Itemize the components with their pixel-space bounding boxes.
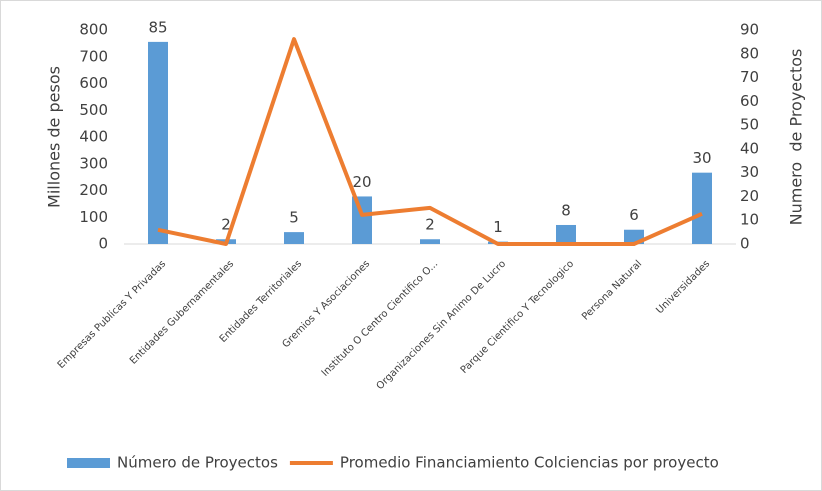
legend-label: Número de Proyectos — [117, 454, 278, 472]
data-label: 30 — [692, 149, 711, 167]
y2-tick-label: 10 — [740, 211, 759, 229]
y2-tick-label: 70 — [740, 68, 759, 86]
bar — [556, 224, 576, 244]
y-tick-label: 300 — [79, 154, 108, 172]
y2-tick-label: 40 — [740, 139, 759, 157]
y-tick-label: 700 — [79, 47, 108, 65]
y-tick-label: 100 — [79, 208, 108, 226]
data-label: 1 — [493, 218, 503, 236]
data-label: 85 — [148, 18, 167, 36]
y-tick-label: 200 — [79, 181, 108, 199]
y-tick-label: 600 — [79, 74, 108, 92]
legend-label: Promedio Financiamiento Colciencias por … — [340, 454, 719, 472]
line — [157, 37, 703, 246]
bar — [148, 41, 168, 245]
y2-tick-label: 20 — [740, 187, 759, 205]
y2-tick-label: 30 — [740, 163, 759, 181]
y2-tick-label: 90 — [740, 21, 759, 39]
data-label: 2 — [425, 216, 435, 234]
bar — [420, 239, 440, 244]
bar — [352, 196, 372, 244]
y-tick-label: 500 — [79, 101, 108, 119]
y2-axis-title: Numero de Proyectos — [787, 49, 806, 226]
bar — [284, 232, 304, 244]
bar — [692, 172, 712, 244]
y2-tick-label: 0 — [740, 235, 750, 253]
y-axis-title: Millones de pesos — [45, 66, 64, 208]
y-tick-label: 0 — [98, 235, 108, 253]
legend-swatch — [67, 458, 110, 468]
data-label: 8 — [561, 201, 571, 219]
y2-tick-label: 50 — [740, 116, 759, 134]
y-tick-label: 400 — [79, 128, 108, 146]
data-label: 5 — [289, 209, 299, 227]
data-label: 2 — [221, 216, 231, 234]
y2-tick-label: 60 — [740, 92, 759, 110]
data-label: 20 — [352, 173, 371, 191]
y2-tick-label: 80 — [740, 44, 759, 62]
y-tick-label: 800 — [79, 21, 108, 39]
data-label: 6 — [629, 206, 639, 224]
